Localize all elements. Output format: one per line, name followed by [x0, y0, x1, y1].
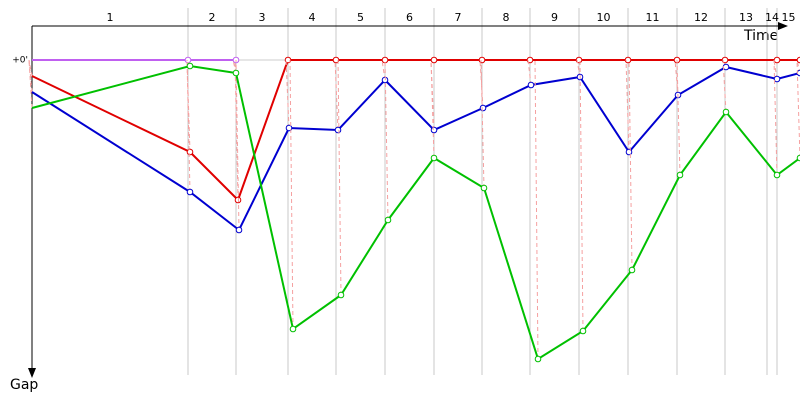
connector	[235, 59, 240, 231]
point	[184, 56, 192, 64]
lap-label: 7	[455, 11, 462, 24]
connector	[289, 59, 294, 330]
lap-label: 4	[309, 11, 316, 24]
connector	[381, 59, 386, 81]
connector	[722, 59, 727, 113]
lap-label: 12	[694, 11, 708, 24]
connector	[480, 59, 485, 189]
y-axis-arrow	[28, 368, 36, 378]
series-line	[31, 64, 800, 361]
connector	[234, 59, 239, 201]
point	[534, 355, 542, 363]
point	[289, 325, 297, 333]
point	[579, 327, 587, 335]
y-axis-label: Gap	[10, 377, 38, 393]
connector	[186, 59, 191, 153]
point	[384, 216, 392, 224]
lap-label: 14	[765, 11, 779, 24]
connector	[337, 59, 342, 296]
lap-label: 8	[503, 11, 510, 24]
point	[186, 62, 194, 70]
lap-label: 6	[406, 11, 413, 24]
connector	[628, 59, 633, 271]
connector	[186, 59, 191, 193]
x-axis-label: Time	[743, 28, 778, 44]
point	[676, 171, 684, 179]
lap-label: 1	[107, 11, 114, 24]
series-line	[31, 59, 800, 202]
lap-label: 10	[597, 11, 611, 24]
lap-label: 9	[551, 11, 558, 24]
connector	[28, 59, 33, 109]
point	[527, 81, 535, 89]
connector	[334, 59, 339, 131]
point	[337, 291, 345, 299]
point	[722, 63, 730, 71]
connector	[625, 59, 630, 153]
point	[480, 184, 488, 192]
y-tick-label: +0'	[12, 56, 28, 66]
point	[773, 56, 781, 64]
connector	[430, 59, 435, 159]
point	[430, 154, 438, 162]
connector	[28, 59, 33, 93]
point	[332, 56, 340, 64]
lap-label: 5	[357, 11, 364, 24]
point	[624, 56, 632, 64]
point	[232, 69, 240, 77]
connector	[28, 59, 33, 77]
point	[430, 56, 438, 64]
connector	[285, 59, 290, 129]
point	[721, 56, 729, 64]
point	[628, 266, 636, 274]
lap-label: 3	[259, 11, 266, 24]
point	[478, 56, 486, 64]
point	[722, 108, 730, 116]
lap-label: 11	[646, 11, 660, 24]
point	[625, 148, 633, 156]
point	[186, 188, 194, 196]
lap-label: 13	[739, 11, 753, 24]
point	[796, 154, 800, 162]
x-axis-arrow	[778, 22, 788, 30]
lap-label: 2	[209, 11, 216, 24]
connector	[384, 59, 389, 221]
lap-label: 15	[782, 11, 796, 24]
connector	[479, 59, 484, 109]
connector	[579, 59, 584, 332]
point	[334, 126, 342, 134]
point	[773, 171, 781, 179]
point	[235, 226, 243, 234]
connector	[534, 59, 539, 360]
point	[773, 75, 781, 83]
point	[430, 126, 438, 134]
point	[284, 56, 292, 64]
connector	[674, 59, 679, 96]
connector	[676, 59, 681, 176]
point	[479, 104, 487, 112]
series-line	[31, 65, 800, 232]
point	[186, 148, 194, 156]
connector	[773, 59, 778, 176]
